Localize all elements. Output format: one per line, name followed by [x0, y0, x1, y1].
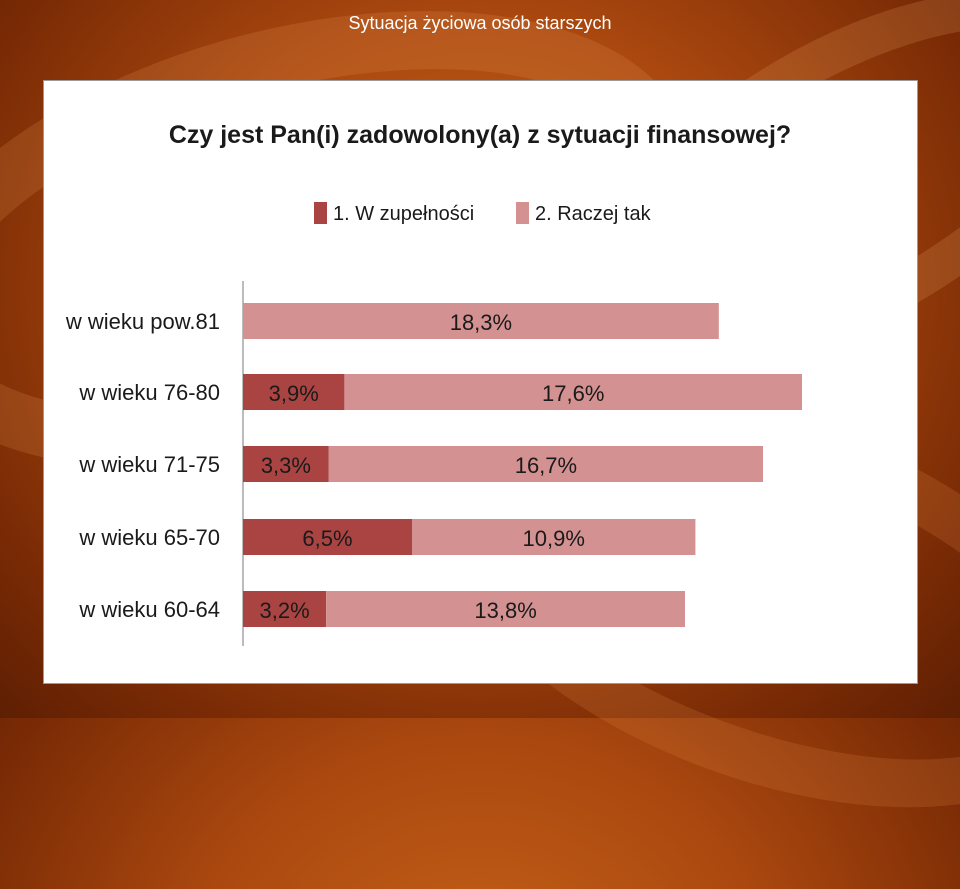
data-label: 3,2% — [260, 598, 310, 623]
chart-title: Czy jest Pan(i) zadowolony(a) z sytuacji… — [169, 121, 791, 149]
legend-label: 1. W zupełności — [333, 203, 474, 225]
bar — [243, 446, 329, 482]
data-label: 17,6% — [542, 381, 604, 406]
legend-label: 2. Raczej tak — [535, 203, 652, 225]
data-label: 10,9% — [523, 526, 585, 551]
bar — [412, 519, 696, 555]
slide-title: Sytuacja życiowa osób starszych — [348, 13, 612, 33]
data-label: 3,3% — [261, 453, 311, 478]
data-label: 13,8% — [474, 598, 536, 623]
legend-swatch — [314, 202, 327, 224]
data-label: 16,7% — [515, 453, 577, 478]
data-label: 18,3% — [450, 310, 512, 335]
category-label: w wieku pow.81 — [65, 309, 220, 334]
bar — [243, 519, 412, 555]
data-label: 3,9% — [269, 381, 319, 406]
category-label: w wieku 76-80 — [78, 380, 220, 405]
bar-chart: Czy jest Pan(i) zadowolony(a) z sytuacji… — [65, 121, 802, 646]
legend-swatch — [516, 202, 529, 224]
category-label: w wieku 65-70 — [78, 525, 220, 550]
bar — [328, 446, 763, 482]
bar — [243, 374, 345, 410]
bar — [344, 374, 802, 410]
chart-panel: Czy jest Pan(i) zadowolony(a) z sytuacji… — [43, 80, 918, 684]
bar — [243, 591, 327, 627]
bar — [243, 303, 719, 339]
bar — [326, 591, 685, 627]
data-label: 6,5% — [302, 526, 352, 551]
category-label: w wieku 71-75 — [78, 452, 220, 477]
category-label: w wieku 60-64 — [78, 597, 220, 622]
